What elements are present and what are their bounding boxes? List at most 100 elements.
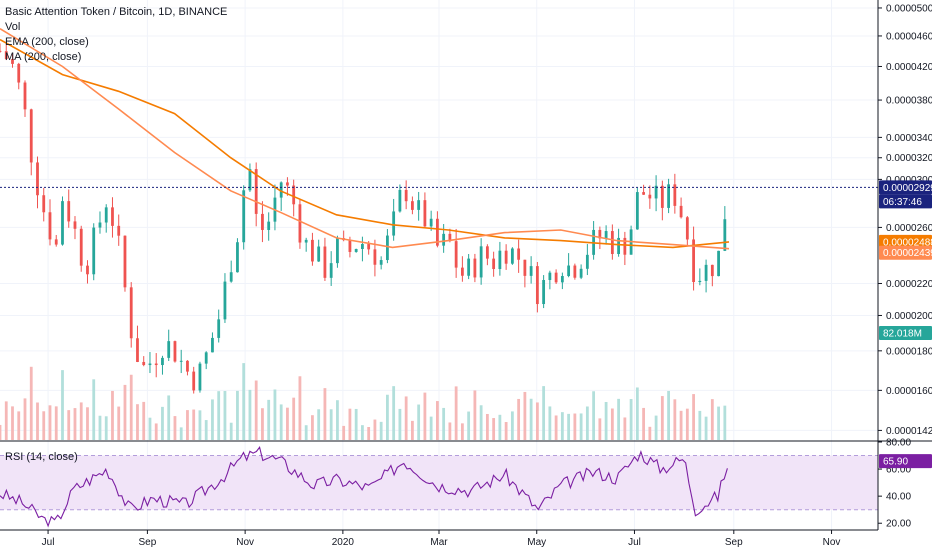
volume-bar (154, 423, 158, 440)
candle-body (654, 185, 658, 199)
volume-bar (679, 410, 683, 440)
volume-bar (673, 399, 677, 440)
candle-body (685, 217, 689, 240)
candle-body (411, 201, 414, 210)
time-tick-label: Nov (823, 537, 841, 548)
volume-bar (598, 418, 602, 440)
volume-bar (535, 402, 539, 440)
time-tick-label: Jul (42, 537, 55, 548)
candle-body (467, 258, 471, 276)
rsi-tick-label: 20.00 (886, 519, 911, 530)
volume-bar (604, 401, 608, 440)
candle-body (429, 218, 433, 227)
rsi-badge-bg (879, 454, 932, 469)
volume-bar (311, 415, 314, 440)
volume-bar (417, 404, 421, 440)
volume-bar (329, 409, 333, 440)
last-price-badge-bg (879, 180, 932, 195)
legend-vol[interactable]: Vol (5, 21, 21, 33)
volume-bar (629, 399, 633, 440)
volume-bar (592, 391, 596, 440)
candle-body (261, 213, 264, 230)
volume-bar (404, 396, 408, 440)
volume-bar (67, 410, 71, 440)
candle-body (98, 222, 102, 228)
legend-ma[interactable]: MA (200, close) (5, 51, 82, 63)
candle-body (86, 265, 89, 275)
time-tick-label: Sep (139, 537, 157, 548)
candle-body (4, 51, 8, 60)
candle-body (179, 360, 183, 362)
volume-badge: 82.018M (883, 329, 922, 340)
volume-bar (29, 366, 33, 440)
candle-body (267, 221, 271, 230)
candle-body (11, 59, 14, 64)
volume-bar (192, 409, 196, 440)
candle-body (42, 195, 46, 213)
symbol-legend: Basic Attention Token / Bitcoin, 1D, BIN… (5, 5, 227, 65)
candle-body (448, 233, 452, 242)
candle-body (567, 265, 571, 277)
time-tick-label: Jul (628, 537, 641, 548)
volume-bar (723, 405, 727, 440)
volume-bar (623, 417, 627, 440)
volume-bar (217, 391, 221, 440)
volume-bar (579, 413, 583, 440)
candle-body (404, 189, 408, 202)
volume-bar (379, 421, 383, 440)
volume-bar (248, 389, 252, 440)
candle-body (211, 337, 214, 353)
volume-bar (23, 398, 27, 440)
candle-body (229, 272, 233, 282)
candle-body (311, 239, 314, 262)
volume-bar (54, 406, 58, 440)
candle-body (442, 233, 446, 246)
volume-bar (92, 379, 96, 440)
volume-bar (117, 406, 121, 440)
candle-body (660, 185, 664, 208)
volume-bar (504, 422, 508, 440)
candle-body (236, 242, 239, 273)
time-tick-label: Sep (725, 537, 743, 548)
volume-bar (186, 410, 189, 440)
rsi-badge: 65.90 (883, 457, 908, 468)
candle-body (17, 63, 21, 83)
candle-body (548, 272, 552, 281)
volume-bar (104, 416, 108, 440)
candle-body (317, 246, 321, 262)
candle-body (510, 248, 514, 264)
symbol-title[interactable]: Basic Attention Token / Bitcoin, 1D, BIN… (5, 6, 228, 18)
candle-body (386, 235, 389, 261)
volume-bar (479, 405, 483, 440)
volume-bar (173, 416, 177, 440)
candle-body (673, 184, 677, 206)
volume-bar (242, 363, 246, 440)
volume-bar (517, 398, 521, 440)
candle-body (29, 109, 33, 163)
volume-bar (423, 392, 427, 440)
volume-bar (398, 408, 402, 440)
candle-body (117, 225, 121, 236)
volume-bar (304, 425, 308, 440)
rsi-legend[interactable]: RSI (14, close) (5, 450, 78, 465)
volume-bar (367, 426, 371, 440)
volume-bar (698, 410, 702, 440)
candle-body (61, 201, 64, 245)
volume-bar (61, 370, 64, 440)
candle-body (129, 287, 133, 339)
candle-body (242, 190, 246, 243)
volume-bar (148, 417, 152, 440)
candle-body (454, 241, 458, 268)
legend-ema[interactable]: EMA (200, close) (5, 36, 89, 48)
candlesticks (0, 43, 727, 394)
volume-bar (223, 390, 227, 440)
candle-body (161, 357, 164, 366)
volume-bar (386, 394, 389, 440)
